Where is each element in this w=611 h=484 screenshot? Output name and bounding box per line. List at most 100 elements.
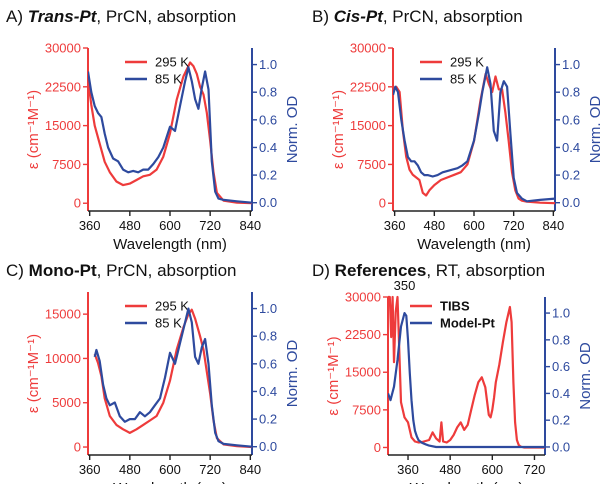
- y-right-axis-title: Norm. OD: [284, 96, 301, 164]
- x-tick-label: 720: [199, 462, 221, 477]
- x-tick-label: 480: [119, 218, 141, 233]
- x-tick-label: 480: [439, 462, 461, 477]
- y-right-tick-label: 0.8: [259, 329, 277, 344]
- y-left-tick-label: 30000: [45, 41, 81, 56]
- y-right-axis-title: Norm. OD: [284, 340, 301, 408]
- y-left-tick-label: 15000: [345, 365, 381, 380]
- y-left-tick-label: 22500: [345, 327, 381, 342]
- y-left-tick-label: 10000: [45, 351, 81, 366]
- y-left-tick-label: 30000: [345, 290, 381, 305]
- series-line-85-k: [93, 307, 252, 448]
- x-axis-title: Wavelength (nm): [417, 236, 531, 253]
- y-right-tick-label: 0.8: [259, 85, 277, 100]
- x-tick-label: 360: [79, 218, 101, 233]
- y-right-tick-label: 0.0: [562, 195, 580, 210]
- y-left-tick-label: 0: [74, 196, 81, 211]
- panel-1: A) Trans-Pt, PrCN, absorption 360 480 600 72…: [6, 7, 301, 253]
- y-left-tick-label: 5000: [52, 395, 81, 410]
- y-right-tick-label: 0.2: [562, 168, 580, 183]
- x-axis-title: Wavelength (nm): [113, 480, 227, 484]
- legend-label: 295 K: [155, 55, 189, 70]
- x-tick-label: 360: [79, 462, 101, 477]
- y-right-tick-label: 1.0: [259, 57, 277, 72]
- x-tick-label: 720: [524, 462, 546, 477]
- x-axis-title: Wavelength (nm): [410, 480, 524, 484]
- y-right-tick-label: 0.2: [259, 412, 277, 427]
- title-compound: Mono-Pt: [29, 261, 97, 280]
- y-right-tick-label: 0.4: [562, 140, 580, 155]
- panel-label: B): [312, 7, 334, 26]
- x-tick-label: 840: [239, 462, 261, 477]
- y-right-tick-label: 0.6: [259, 356, 277, 371]
- y-left-tick-label: 0: [374, 440, 381, 455]
- series-line-model-pt: [388, 312, 545, 449]
- legend-label: 85 K: [155, 72, 182, 87]
- y-left-tick-label: 22500: [350, 79, 386, 94]
- x-axis-title: Wavelength (nm): [113, 236, 227, 253]
- panel-2: B) Cis-Pt, PrCN, absorption 360 480 600 720 8…: [312, 7, 604, 253]
- title-conditions: , PrCN, absorption: [96, 7, 236, 26]
- y-right-tick-label: 0.0: [259, 439, 277, 454]
- panel-label: C): [6, 261, 29, 280]
- x-tick-label: 600: [481, 462, 503, 477]
- y-right-tick-label: 0.8: [552, 332, 570, 347]
- y-left-tick-label: 30000: [350, 41, 386, 56]
- title-conditions: , PrCN, absorption: [97, 261, 237, 280]
- y-right-tick-label: 1.0: [562, 57, 580, 72]
- panel-label: A): [6, 7, 28, 26]
- panel-label: D): [312, 261, 335, 280]
- series-line-85-k: [88, 66, 252, 204]
- x-tick-label: 600: [463, 218, 485, 233]
- y-right-tick-label: 0.6: [259, 112, 277, 127]
- y-right-tick-label: 0.4: [259, 140, 277, 155]
- legend-label: 295 K: [450, 55, 484, 70]
- y-right-tick-label: 1.0: [259, 301, 277, 316]
- y-right-axis-title: Norm. OD: [577, 342, 594, 410]
- legend-label: Model-Pt: [440, 316, 496, 331]
- legend-label: 85 K: [155, 316, 182, 331]
- title-compound: References: [335, 261, 427, 280]
- y-left-tick-label: 7500: [52, 157, 81, 172]
- panel-title: B) Cis-Pt, PrCN, absorption: [312, 7, 523, 26]
- y-right-tick-label: 0.4: [259, 384, 277, 399]
- y-right-tick-label: 0.2: [552, 413, 570, 428]
- y-right-tick-label: 0.6: [562, 112, 580, 127]
- y-left-tick-label: 22500: [45, 79, 81, 94]
- y-left-tick-label: 0: [379, 196, 386, 211]
- series-line-tibs: [388, 295, 545, 449]
- y-left-tick-label: 15000: [45, 307, 81, 322]
- y-left-axis-title: ε (cm⁻¹M⁻¹): [25, 90, 42, 169]
- y-right-tick-label: 0.8: [562, 85, 580, 100]
- x-tick-label: 600: [159, 218, 181, 233]
- panel-4: D) References, RT, absorption 360 480 600 72…: [312, 261, 594, 484]
- x-tick-label: 480: [119, 462, 141, 477]
- y-right-axis-title: Norm. OD: [587, 96, 604, 164]
- y-left-axis-title: ε (cm⁻¹M⁻¹): [325, 336, 342, 415]
- y-right-tick-label: 0.2: [259, 168, 277, 183]
- x-tick-label: 840: [239, 218, 261, 233]
- panel-title: C) Mono-Pt, PrCN, absorption: [6, 261, 237, 280]
- title-compound: Cis-Pt: [334, 7, 384, 26]
- y-right-tick-label: 0.0: [552, 439, 570, 454]
- x-tick-label: 360: [384, 218, 406, 233]
- y-left-tick-label: 15000: [45, 118, 81, 133]
- legend-label: TIBS: [440, 299, 470, 314]
- legend-label: 85 K: [450, 72, 477, 87]
- y-left-tick-label: 0: [74, 440, 81, 455]
- x-tick-label: 360: [397, 462, 419, 477]
- legend-label: 295 K: [155, 299, 189, 314]
- panel-3: C) Mono-Pt, PrCN, absorption 360 480 600 720…: [6, 261, 301, 484]
- x-tick-label: 720: [503, 218, 525, 233]
- x-tick-label: 840: [542, 218, 564, 233]
- y-right-tick-label: 1.0: [552, 306, 570, 321]
- panel-title: D) References, RT, absorption: [312, 261, 545, 280]
- x-tick-label: 720: [199, 218, 221, 233]
- y-left-tick-label: 7500: [352, 402, 381, 417]
- y-right-tick-label: 0.0: [259, 195, 277, 210]
- series-line-85-k: [393, 66, 555, 203]
- title-compound: Trans-Pt: [28, 7, 98, 26]
- title-conditions: , RT, absorption: [426, 261, 545, 280]
- y-right-tick-label: 0.4: [552, 386, 570, 401]
- y-left-tick-label: 7500: [357, 157, 386, 172]
